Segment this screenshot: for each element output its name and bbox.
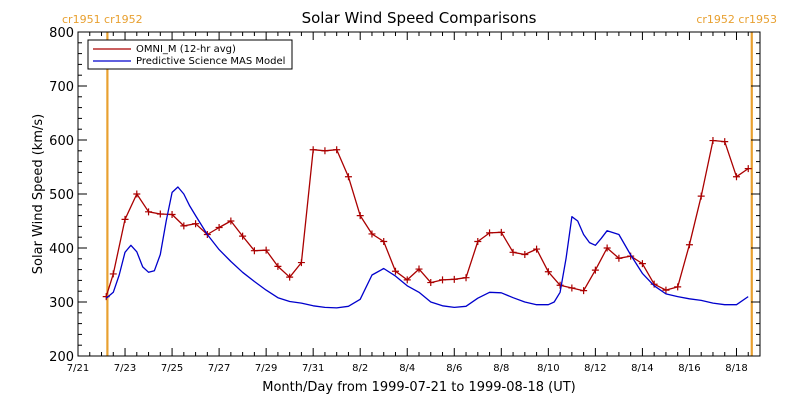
data-point: [297, 259, 305, 267]
data-point: [239, 232, 247, 240]
data-point: [638, 260, 646, 268]
x-tick-label: 7/23: [114, 363, 136, 374]
y-tick-label: 700: [49, 80, 74, 95]
data-point: [321, 147, 329, 155]
data-point: [685, 241, 693, 249]
y-axis-label: Solar Wind Speed (km/s): [31, 114, 46, 274]
data-point: [192, 220, 200, 228]
data-point: [109, 270, 117, 278]
data-point: [133, 190, 141, 198]
y-tick-label: 300: [49, 296, 74, 311]
data-point: [333, 146, 341, 154]
data-point: [615, 254, 623, 262]
data-point: [556, 281, 564, 289]
data-point: [168, 211, 176, 219]
series-line-0: [105, 139, 749, 297]
data-point: [568, 284, 576, 292]
x-tick-label: 8/18: [725, 363, 747, 374]
data-point: [744, 165, 752, 173]
x-tick-label: 8/12: [584, 363, 606, 374]
data-point: [356, 212, 364, 220]
x-tick-label: 8/16: [678, 363, 700, 374]
carrington-label-right: cr1952 cr1953: [696, 13, 777, 26]
data-point: [180, 222, 188, 230]
y-tick-label: 400: [49, 242, 74, 257]
legend-label-omni: OMNI_M (12-hr avg): [136, 44, 236, 55]
data-point: [486, 229, 494, 237]
x-tick-label: 8/8: [493, 363, 509, 374]
data-point: [721, 138, 729, 146]
data-point: [262, 246, 270, 254]
series-line-1: [105, 186, 749, 309]
data-point: [462, 274, 470, 282]
data-point: [450, 275, 458, 283]
data-point: [544, 268, 552, 276]
data-point: [709, 137, 717, 145]
data-point: [145, 208, 153, 216]
data-point: [344, 173, 352, 181]
x-tick-label: 7/21: [67, 363, 89, 374]
y-axis: 200 300 400 500 600 700 800: [49, 26, 760, 365]
data-point: [697, 192, 705, 200]
data-point: [156, 210, 164, 218]
data-point: [227, 217, 235, 225]
data-point: [391, 267, 399, 275]
y-tick-label: 500: [49, 188, 74, 203]
data-point: [662, 286, 670, 294]
data-point: [603, 244, 611, 252]
y-tick-label: 600: [49, 134, 74, 149]
data-point: [121, 215, 129, 223]
y-tick-label: 800: [49, 26, 74, 41]
x-tick-label: 7/25: [161, 363, 183, 374]
data-point: [368, 230, 376, 238]
data-point: [533, 245, 541, 253]
carrington-label-left: cr1951 cr1952: [62, 13, 143, 26]
data-point: [650, 280, 658, 288]
data-point: [403, 276, 411, 284]
x-tick-label: 8/2: [352, 363, 368, 374]
x-tick-label: 8/4: [399, 363, 415, 374]
data-point: [509, 248, 517, 256]
series-layer: [102, 137, 752, 309]
data-point: [415, 265, 423, 273]
data-point: [309, 146, 317, 154]
data-point: [427, 279, 435, 287]
data-point: [474, 238, 482, 246]
legend: OMNI_M (12-hr avg) Predictive Science MA…: [87, 39, 293, 70]
legend-label-mas: Predictive Science MAS Model: [136, 56, 285, 67]
legend-box: [87, 39, 293, 70]
data-point: [521, 250, 529, 258]
x-tick-label: 7/31: [302, 363, 324, 374]
x-tick-label: 8/14: [631, 363, 653, 374]
data-point: [580, 287, 588, 295]
data-point: [250, 247, 258, 255]
data-point: [497, 228, 505, 236]
data-point: [274, 262, 282, 270]
x-axis: 7/21 7/23 7/25 7/27 7/29 7/31 8/2 8/4 8/6 8/8 8/10…: [67, 32, 761, 374]
chart-title: Solar Wind Speed Comparisons: [302, 9, 537, 27]
x-tick-label: 7/27: [208, 363, 230, 374]
carrington-boundaries: [106, 32, 753, 356]
y-tick-label: 200: [49, 350, 74, 365]
data-point: [732, 173, 740, 181]
data-point: [439, 276, 447, 284]
x-axis-label: Month/Day from 1999-07-21 to 1999-08-18 …: [262, 380, 575, 395]
plot-frame: [77, 31, 761, 357]
x-tick-label: 8/10: [537, 363, 559, 374]
data-point: [286, 273, 294, 281]
data-point: [215, 223, 223, 231]
x-tick-label: 7/29: [255, 363, 277, 374]
data-point: [591, 266, 599, 274]
x-tick-label: 8/6: [446, 363, 462, 374]
data-point: [380, 238, 388, 246]
data-point: [674, 283, 682, 291]
